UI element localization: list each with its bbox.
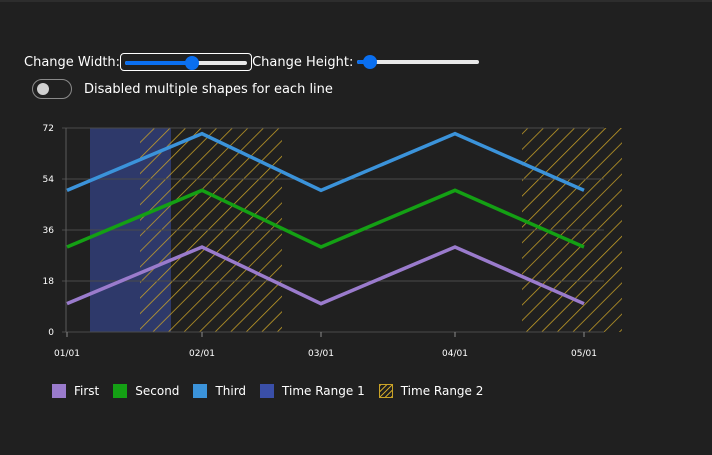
height-slider[interactable] (353, 53, 483, 71)
x-tick-label-05/01: 05/01 (571, 349, 597, 359)
x-tick-label-03/01: 03/01 (308, 349, 334, 359)
series-line-third (66, 131, 585, 193)
y-tick-label-0: 0 (48, 328, 54, 338)
y-tick-label-54: 54 (43, 175, 55, 185)
width-slider-fill (125, 61, 193, 65)
legend-item-time-range-2[interactable]: Time Range 2 (378, 384, 484, 398)
legend-label-time-range-2: Time Range 2 (400, 384, 484, 398)
x-tick-label-04/01: 04/01 (442, 349, 468, 359)
legend-label-time-range-1: Time Range 1 (282, 384, 365, 398)
y-tick-label-72: 72 (43, 124, 54, 134)
legend-item-third[interactable]: Third (193, 384, 246, 398)
chart-legend: First Second Third Time Range 1 Time Range 2 (52, 384, 497, 398)
legend-item-time-range-1[interactable]: Time Range 1 (260, 384, 365, 398)
shapes-toggle-label: Disabled multiple shapes for each line (84, 81, 333, 97)
legend-item-second[interactable]: Second (113, 384, 179, 398)
width-slider-thumb[interactable] (185, 56, 200, 70)
height-slider-label: Change Height: (252, 54, 354, 70)
shapes-toggle-row: Disabled multiple shapes for each line (32, 79, 333, 99)
x-tick-label-01/01: 01/01 (54, 349, 80, 359)
size-controls: Change Width: Change Height: (24, 51, 483, 73)
legend-swatch-time-range-1 (260, 384, 275, 398)
series-line-first (66, 245, 585, 306)
y-tick-label-18: 18 (43, 277, 55, 287)
legend-label-second: Second (135, 384, 180, 398)
width-slider-label: Change Width: (24, 54, 121, 70)
legend-swatch-time-range-2 (378, 384, 393, 398)
legend-label-first: First (74, 384, 100, 398)
x-tick-label-02/01: 02/01 (189, 349, 215, 359)
toggle-knob (37, 83, 49, 95)
y-tick-label-36: 36 (43, 226, 55, 236)
legend-label-third: Third (215, 384, 247, 398)
legend-swatch-second (113, 384, 128, 398)
series-line-second (66, 188, 585, 249)
shapes-toggle[interactable] (32, 79, 72, 99)
legend-swatch-third (193, 384, 208, 398)
width-slider[interactable] (120, 53, 253, 71)
height-slider-thumb[interactable] (362, 55, 377, 69)
legend-item-first[interactable]: First (52, 384, 99, 398)
legend-swatch-first (52, 384, 66, 398)
